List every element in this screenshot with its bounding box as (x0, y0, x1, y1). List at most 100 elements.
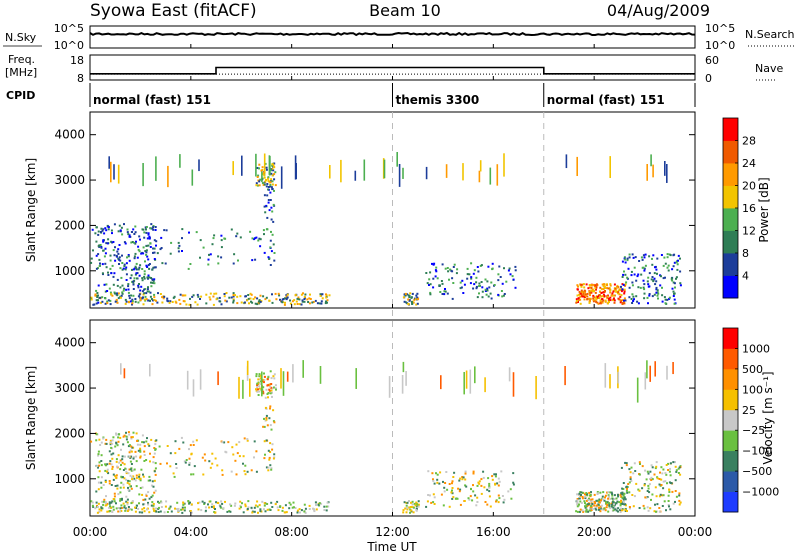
velocity-echo (263, 372, 265, 375)
power-echo (620, 290, 623, 293)
velocity-echo (242, 462, 244, 465)
power-echo (415, 303, 418, 306)
power-echo (100, 301, 102, 304)
velocity-echo (463, 500, 466, 502)
velocity-echo (655, 510, 657, 513)
velocity-echo (104, 504, 107, 507)
power-echo (628, 253, 631, 256)
velocity-echo (589, 508, 592, 511)
velocity-echo (482, 470, 485, 473)
power-echo (285, 294, 288, 297)
velocity-echo (472, 470, 475, 473)
velocity-echo (104, 463, 107, 466)
velocity-echo (585, 492, 588, 494)
velocity-echo (147, 443, 150, 446)
power-echo (462, 163, 464, 181)
power-echo (271, 164, 274, 167)
power-echo (154, 226, 157, 228)
velocity-echo (622, 488, 625, 490)
velocity-echo (612, 506, 615, 509)
velocity-echo (122, 486, 125, 489)
power-echo (604, 300, 607, 303)
power-echo (624, 299, 627, 302)
velocity-echo (106, 468, 109, 471)
power-echo (146, 255, 149, 258)
power-echo (217, 262, 220, 265)
velocity-echo (241, 502, 243, 505)
power-echo (270, 218, 273, 221)
power-echo (677, 254, 680, 257)
velocity-echo (323, 505, 326, 508)
velocity-echo (606, 504, 609, 506)
power-echo (143, 236, 146, 239)
power-echo (673, 302, 676, 305)
velocity-echo (263, 425, 266, 428)
velocity-echo (433, 503, 436, 505)
power-echo (612, 297, 615, 300)
power-echo (668, 296, 671, 299)
power-echo (666, 298, 669, 301)
velocity-echo (457, 487, 460, 490)
power-echo (491, 268, 494, 271)
power-echo (329, 165, 331, 179)
velocity-echo (115, 460, 118, 463)
velocity-echo (114, 485, 117, 487)
velocity-echo (128, 468, 131, 471)
velocity-echo (266, 424, 269, 427)
velocity-echo (599, 505, 602, 508)
power-echo (267, 256, 270, 259)
power-echo (130, 274, 133, 277)
power-echo (484, 288, 487, 291)
power-echo (90, 261, 93, 264)
velocity-echo (325, 509, 328, 512)
power-echo (273, 259, 276, 262)
power-echo (128, 259, 131, 262)
velocity-echo (603, 499, 606, 502)
power-echo (132, 280, 135, 283)
power-echo (508, 267, 511, 270)
power-echo (177, 241, 180, 244)
power-echo (100, 227, 103, 230)
power-echo (626, 277, 629, 280)
velocity-echo (270, 389, 273, 392)
power-echo (225, 292, 228, 294)
power-echo (473, 283, 476, 286)
velocity-echo (109, 443, 112, 446)
power-echo (632, 256, 635, 259)
cpid-segment-2: normal (fast) 151 (547, 93, 665, 107)
velocity-echo (230, 470, 233, 473)
power-echo (110, 293, 113, 296)
power-echo (595, 288, 597, 291)
velocity-echo (98, 461, 101, 464)
velocity-echo (474, 494, 477, 497)
velocity-echo (579, 508, 582, 511)
velocity-echo (670, 482, 673, 485)
power-echo (262, 183, 265, 186)
power-echo (667, 264, 670, 267)
power-echo (321, 293, 324, 296)
power-echo (267, 186, 270, 188)
power-echo (289, 299, 291, 302)
velocity-echo (139, 487, 142, 489)
power-echo (622, 273, 625, 276)
power-echo (157, 292, 159, 295)
velocity-echo (576, 498, 579, 500)
power-echo (150, 227, 152, 230)
power-colorbar-swatch (723, 275, 738, 299)
velocity-echo (488, 495, 491, 498)
power-echo (635, 295, 638, 298)
velocity-echo (100, 441, 103, 444)
velocity-panel-frame (89, 319, 696, 517)
velocity-echo (256, 505, 259, 508)
power-echo (139, 264, 142, 267)
velocity-echo (100, 486, 103, 489)
power-echo (267, 199, 270, 201)
power-echo (638, 260, 641, 262)
power-echo (363, 159, 366, 181)
velocity-echo (125, 478, 128, 481)
velocity-echo (111, 511, 114, 513)
power-echo (111, 232, 113, 235)
velocity-echo (238, 507, 241, 510)
power-echo (618, 298, 621, 301)
velocity-echo (150, 438, 153, 441)
